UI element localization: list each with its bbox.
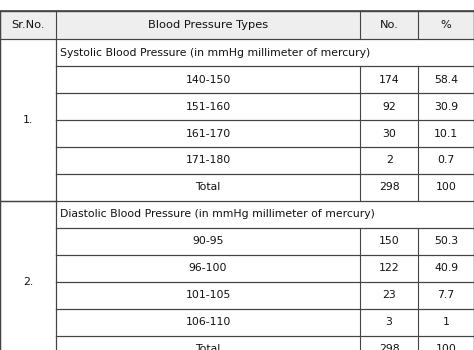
Text: 100: 100 (436, 182, 456, 192)
Text: 10.1: 10.1 (434, 128, 458, 139)
Text: 122: 122 (379, 263, 400, 273)
Text: 0.7: 0.7 (438, 155, 455, 166)
Text: 50.3: 50.3 (434, 236, 458, 246)
Text: Blood Pressure Types: Blood Pressure Types (148, 20, 268, 30)
Text: 3: 3 (386, 317, 392, 327)
Text: 101-105: 101-105 (185, 290, 231, 300)
Text: 90-95: 90-95 (192, 236, 224, 246)
Bar (0, 10, 474, 39)
Text: 171-180: 171-180 (185, 155, 231, 166)
Text: 92: 92 (382, 102, 396, 112)
Text: 150: 150 (379, 236, 400, 246)
Text: Total: Total (195, 182, 221, 192)
Text: 161-170: 161-170 (185, 128, 231, 139)
Text: 58.4: 58.4 (434, 75, 458, 85)
Text: 7.7: 7.7 (438, 290, 455, 300)
Text: No.: No. (380, 20, 399, 30)
Text: 106-110: 106-110 (185, 317, 231, 327)
Text: 96-100: 96-100 (189, 263, 228, 273)
Text: Systolic Blood Pressure (in mmHg millimeter of mercury): Systolic Blood Pressure (in mmHg millime… (60, 48, 370, 58)
Text: Total: Total (195, 344, 221, 350)
Text: 1.: 1. (23, 115, 33, 125)
Text: %: % (441, 20, 451, 30)
Text: Sr.No.: Sr.No. (11, 20, 45, 30)
Text: 2.: 2. (23, 277, 33, 287)
Text: 174: 174 (379, 75, 400, 85)
Text: 30: 30 (382, 128, 396, 139)
Text: 298: 298 (379, 344, 400, 350)
Text: 40.9: 40.9 (434, 263, 458, 273)
Text: 30.9: 30.9 (434, 102, 458, 112)
Text: 151-160: 151-160 (185, 102, 231, 112)
Text: 2: 2 (386, 155, 392, 166)
Text: 23: 23 (382, 290, 396, 300)
Text: 140-150: 140-150 (185, 75, 231, 85)
Text: 1: 1 (443, 317, 449, 327)
Text: Diastolic Blood Pressure (in mmHg millimeter of mercury): Diastolic Blood Pressure (in mmHg millim… (60, 209, 374, 219)
Text: 100: 100 (436, 344, 456, 350)
Text: 298: 298 (379, 182, 400, 192)
